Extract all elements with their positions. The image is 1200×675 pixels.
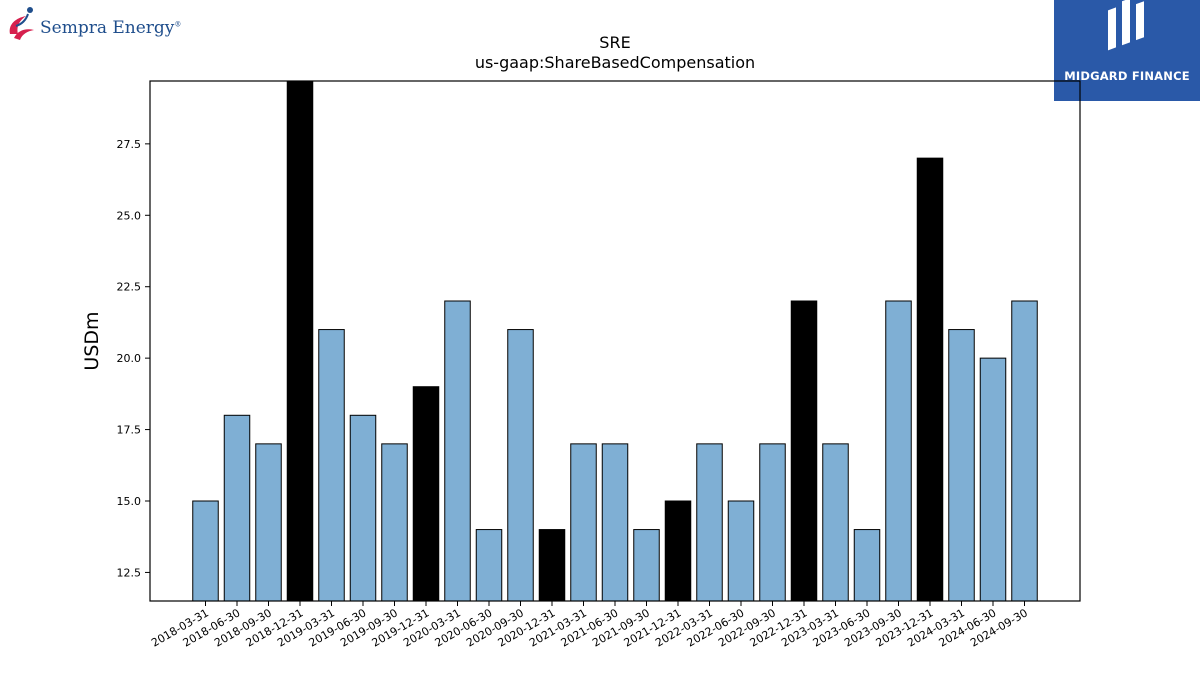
bar-2021-06-30 — [601, 443, 629, 601]
bar-2019-06-30 — [349, 414, 377, 601]
bar-2022-03-31 — [696, 443, 723, 601]
bar-2018-06-30 — [223, 414, 251, 601]
bar-2021-09-30 — [633, 529, 660, 601]
bar-2019-03-31 — [318, 329, 345, 601]
bar-2020-12-31 — [538, 529, 566, 601]
midgard-finance-wordmark: MIDGARD FINANCE — [1064, 69, 1190, 83]
bar-2020-03-31 — [444, 300, 471, 601]
bar-2022-12-31 — [790, 300, 818, 601]
bar-2024-06-30 — [979, 357, 1007, 601]
chart-title: SRE — [599, 33, 630, 52]
bar-2023-06-30 — [853, 529, 881, 601]
y-tick-label: 12.5 — [117, 566, 142, 579]
bar-2019-09-30 — [381, 443, 408, 601]
y-tick-label: 15.0 — [117, 495, 142, 508]
bar-2018-09-30 — [255, 443, 282, 601]
bar-2022-06-30 — [727, 500, 755, 601]
bar-2018-12-31 — [286, 81, 314, 601]
bar-2018-03-31 — [192, 500, 219, 601]
sempra-energy-wordmark: Sempra Energy® — [40, 18, 182, 38]
y-tick-label: 27.5 — [117, 138, 142, 151]
bar-2023-03-31 — [822, 443, 849, 601]
bar-2021-03-31 — [570, 443, 597, 601]
bar-2023-12-31 — [916, 157, 944, 601]
y-tick-label: 22.5 — [117, 281, 142, 294]
chart-subtitle: us-gaap:ShareBasedCompensation — [475, 53, 755, 72]
bar-2022-09-30 — [759, 443, 786, 601]
y-tick-label: 17.5 — [117, 424, 142, 437]
midgard-finance-logo: MIDGARD FINANCE — [1054, 0, 1200, 101]
bar-2019-12-31 — [412, 386, 440, 601]
sempra-energy-logo: Sempra Energy® — [4, 4, 182, 46]
bar-2020-09-30 — [507, 329, 534, 601]
y-tick-label: 20.0 — [117, 352, 142, 365]
y-axis-label: USDm — [81, 311, 103, 370]
bar-2024-03-31 — [948, 329, 975, 601]
bar-2024-09-30 — [1011, 300, 1038, 601]
bar-2023-09-30 — [885, 300, 912, 601]
sempra-flame-icon — [9, 7, 34, 40]
y-tick-label: 25.0 — [117, 209, 142, 222]
bar-2020-06-30 — [475, 529, 503, 601]
midgard-mark-icon — [1108, 0, 1144, 51]
bar-2021-12-31 — [664, 500, 692, 601]
